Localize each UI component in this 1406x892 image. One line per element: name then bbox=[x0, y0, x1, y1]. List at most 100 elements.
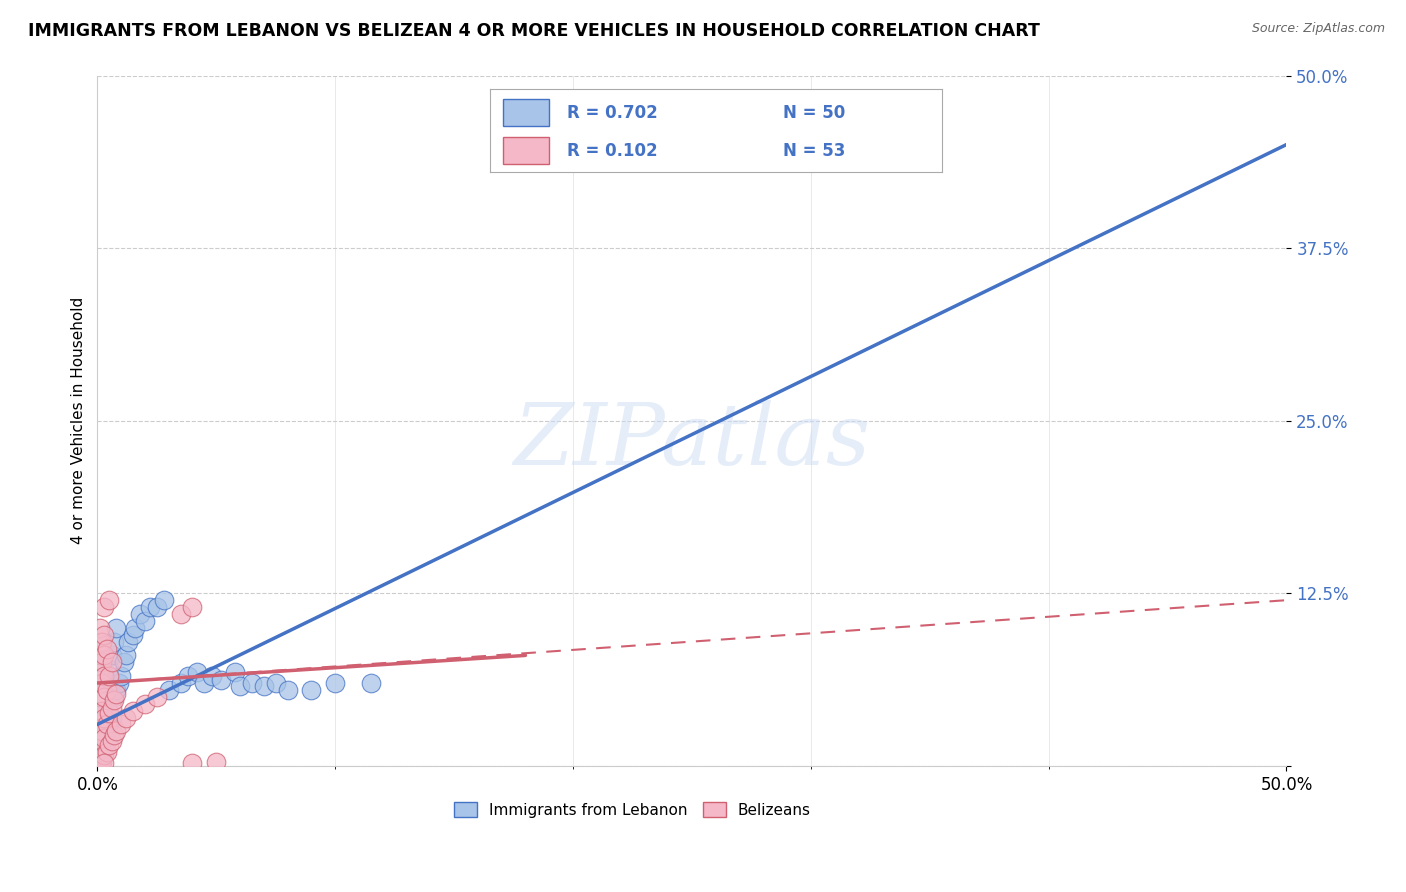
Point bbox=[103, 729, 125, 743]
Point bbox=[103, 690, 125, 704]
Point bbox=[93, 710, 115, 724]
Point bbox=[91, 704, 114, 718]
Point bbox=[115, 710, 138, 724]
Point bbox=[93, 628, 115, 642]
Point bbox=[96, 641, 118, 656]
Point bbox=[89, 752, 111, 766]
Point bbox=[91, 634, 114, 648]
Point bbox=[110, 717, 132, 731]
Point bbox=[89, 731, 111, 746]
Point bbox=[89, 756, 111, 771]
Point bbox=[93, 600, 115, 615]
Point bbox=[107, 676, 129, 690]
Point bbox=[96, 717, 118, 731]
Point bbox=[91, 656, 114, 670]
Point bbox=[89, 662, 111, 676]
Point bbox=[138, 600, 160, 615]
Point bbox=[96, 724, 118, 739]
Point bbox=[100, 648, 122, 663]
Point bbox=[146, 690, 169, 704]
Point bbox=[323, 676, 346, 690]
Point bbox=[177, 669, 200, 683]
Point bbox=[96, 682, 118, 697]
Point bbox=[89, 704, 111, 718]
Point bbox=[277, 682, 299, 697]
Point bbox=[93, 704, 115, 718]
Point bbox=[93, 690, 115, 704]
Point bbox=[181, 600, 204, 615]
Point bbox=[93, 669, 115, 683]
Point bbox=[105, 621, 128, 635]
Point bbox=[93, 717, 115, 731]
Point bbox=[96, 734, 118, 748]
Point bbox=[848, 124, 870, 138]
Point bbox=[299, 682, 322, 697]
Point bbox=[96, 745, 118, 759]
Point bbox=[89, 745, 111, 759]
Point bbox=[93, 756, 115, 771]
Point bbox=[93, 731, 115, 746]
Point bbox=[181, 756, 204, 771]
Text: Source: ZipAtlas.com: Source: ZipAtlas.com bbox=[1251, 22, 1385, 36]
Point bbox=[100, 701, 122, 715]
Point bbox=[253, 679, 276, 693]
Point bbox=[117, 634, 139, 648]
Point bbox=[98, 669, 121, 683]
Point bbox=[105, 682, 128, 697]
Point bbox=[110, 669, 132, 683]
Point bbox=[200, 669, 222, 683]
Point bbox=[98, 706, 121, 721]
Point bbox=[91, 755, 114, 769]
Point bbox=[89, 752, 111, 766]
Point bbox=[205, 755, 228, 769]
Point bbox=[89, 648, 111, 663]
Point bbox=[93, 731, 115, 746]
Point bbox=[103, 692, 125, 706]
Point bbox=[93, 648, 115, 663]
Point bbox=[91, 734, 114, 748]
Point bbox=[100, 710, 122, 724]
Point bbox=[112, 656, 135, 670]
Point bbox=[91, 742, 114, 756]
Point bbox=[93, 747, 115, 762]
Point bbox=[157, 682, 180, 697]
Point bbox=[240, 676, 263, 690]
Point bbox=[134, 697, 156, 711]
Point bbox=[153, 593, 176, 607]
Point bbox=[98, 738, 121, 752]
Point bbox=[91, 747, 114, 762]
Point bbox=[96, 676, 118, 690]
Point bbox=[229, 679, 252, 693]
Y-axis label: 4 or more Vehicles in Household: 4 or more Vehicles in Household bbox=[72, 297, 86, 544]
Point bbox=[105, 687, 128, 701]
Point bbox=[122, 628, 145, 642]
Point bbox=[146, 600, 169, 615]
Point bbox=[115, 648, 138, 663]
Point bbox=[93, 738, 115, 752]
Point bbox=[89, 634, 111, 648]
Point bbox=[100, 734, 122, 748]
Point bbox=[89, 756, 111, 771]
Point bbox=[103, 634, 125, 648]
Point bbox=[98, 717, 121, 731]
Point bbox=[124, 621, 146, 635]
Point bbox=[89, 717, 111, 731]
Point bbox=[264, 676, 287, 690]
Point bbox=[129, 607, 152, 621]
Point bbox=[134, 614, 156, 628]
Point bbox=[98, 662, 121, 676]
Point bbox=[193, 676, 215, 690]
Point bbox=[89, 621, 111, 635]
Point bbox=[122, 704, 145, 718]
Point bbox=[91, 676, 114, 690]
Point bbox=[100, 656, 122, 670]
Point bbox=[186, 665, 208, 679]
Point bbox=[91, 742, 114, 756]
Point bbox=[89, 745, 111, 759]
Point bbox=[98, 593, 121, 607]
Point bbox=[89, 690, 111, 704]
Text: ZIPatlas: ZIPatlas bbox=[513, 401, 870, 483]
Point bbox=[209, 673, 232, 688]
Point bbox=[224, 665, 246, 679]
Point bbox=[169, 607, 191, 621]
